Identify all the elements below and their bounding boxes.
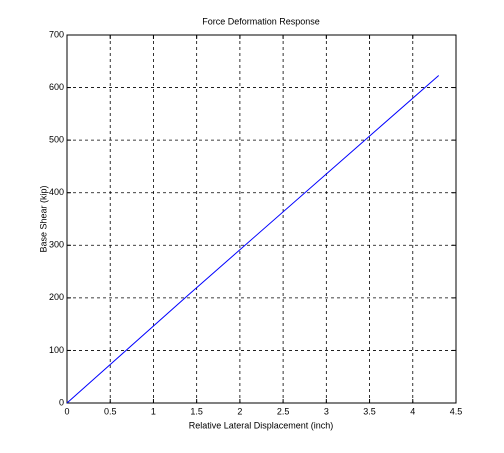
x-tick-label: 1.5: [190, 406, 203, 416]
plot-frame: [66, 34, 457, 404]
data-line: [66, 75, 440, 404]
x-tick-label: 2.5: [277, 406, 290, 416]
x-tick-label: 2: [237, 406, 242, 416]
x-tick-label: 4.5: [450, 406, 463, 416]
y-tick-label: 0: [59, 397, 64, 407]
y-tick-label: 100: [49, 345, 64, 355]
x-tick-label: 4: [410, 406, 415, 416]
y-tick-label: 400: [49, 187, 64, 197]
y-tick-label: 500: [49, 135, 64, 145]
y-tick-label: 600: [49, 82, 64, 92]
x-tick-label: 3.5: [363, 406, 376, 416]
x-tick-label: 0: [64, 406, 69, 416]
y-tick-label: 200: [49, 292, 64, 302]
chart-title: Force Deformation Response: [202, 16, 320, 26]
x-tick-label: 0.5: [104, 406, 117, 416]
x-axis-label: Relative Lateral Displacement (inch): [189, 420, 334, 430]
x-tick-label: 1: [151, 406, 156, 416]
x-tick-label: 3: [324, 406, 329, 416]
y-tick-label: 700: [49, 29, 64, 39]
y-axis-label: Base Shear (kip): [38, 185, 48, 252]
y-tick-label: 300: [49, 240, 64, 250]
